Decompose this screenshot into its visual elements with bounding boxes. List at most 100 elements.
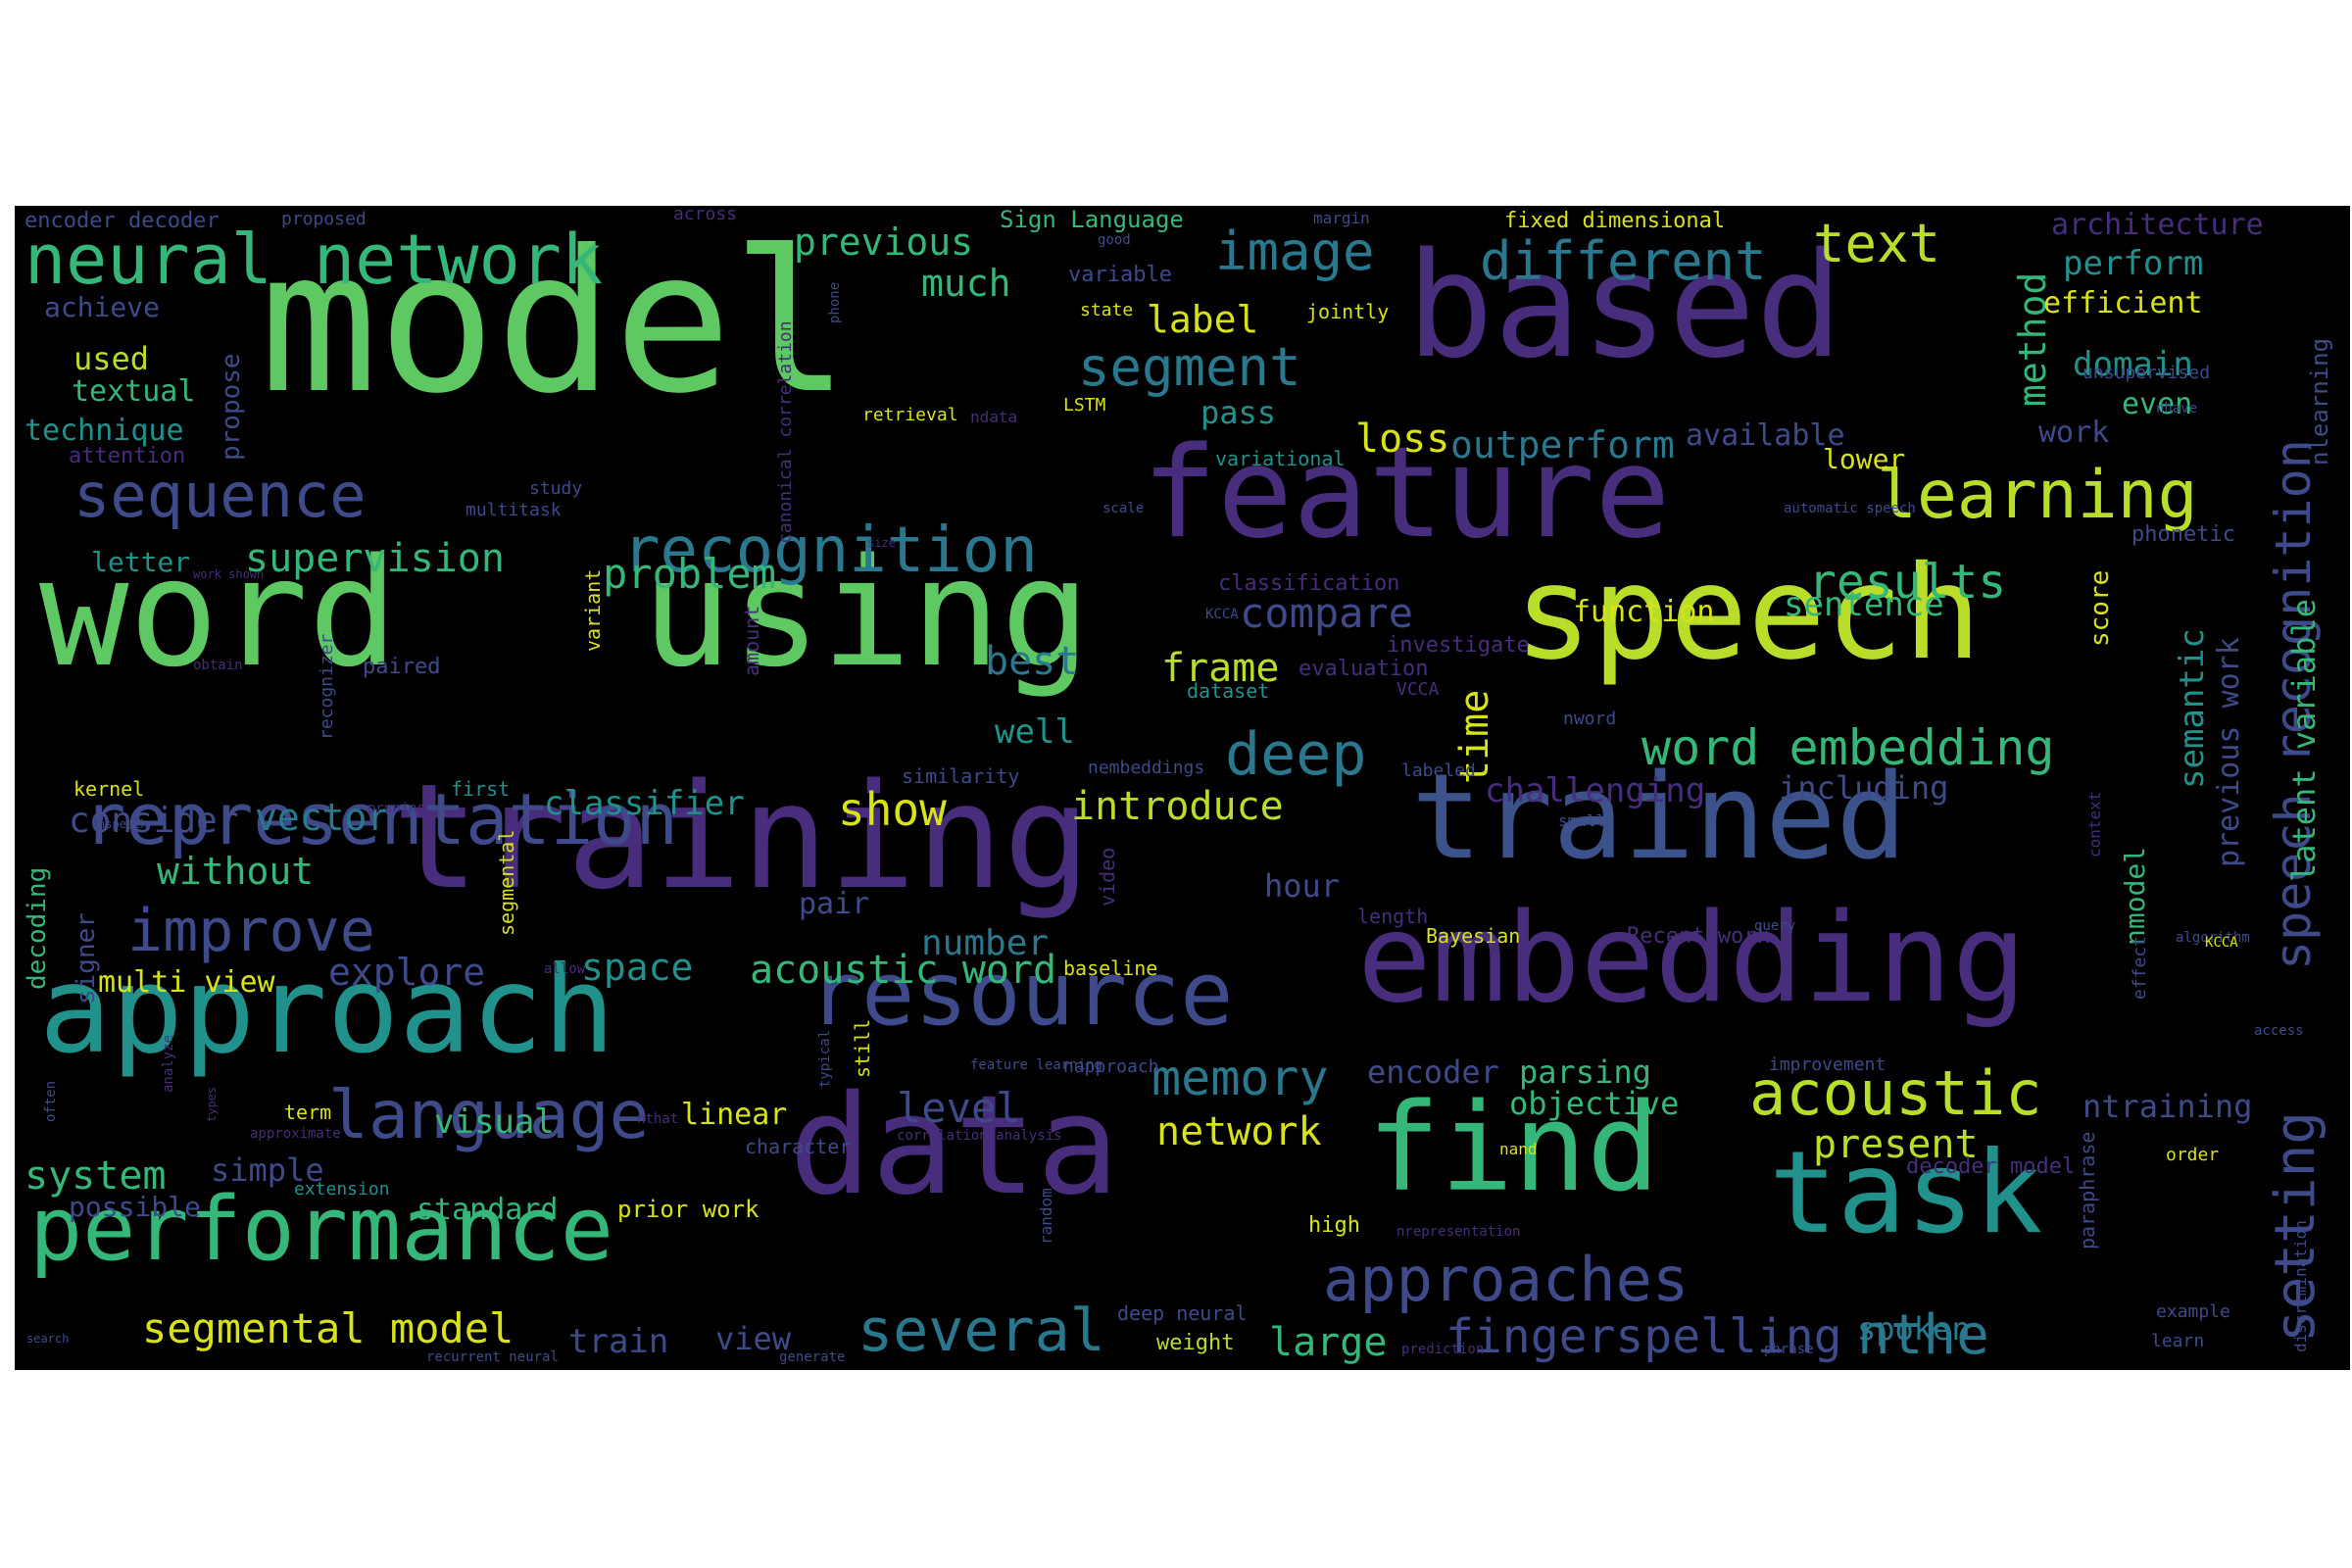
cloud-word: first <box>451 777 511 801</box>
cloud-word: architecture <box>2051 208 2264 242</box>
cloud-word: high <box>1308 1213 1360 1238</box>
cloud-word: encoder decoder <box>24 209 220 233</box>
cloud-word: context <box>2085 791 2104 858</box>
cloud-word: representation <box>83 778 678 860</box>
cloud-word: still <box>851 1018 874 1078</box>
cloud-word: find <box>1367 1078 1660 1219</box>
cloud-word: loss <box>1355 416 1450 462</box>
cloud-word: parsing <box>1519 1054 1651 1091</box>
cloud-word: present <box>1813 1122 1979 1167</box>
cloud-word: signer <box>72 912 101 1004</box>
cloud-word: query <box>1754 918 1796 934</box>
cloud-word: classification <box>1218 571 1400 596</box>
cloud-word: best <box>985 639 1080 684</box>
cloud-word: correlation analysis <box>897 1128 1062 1144</box>
cloud-word: recognizer <box>317 633 337 740</box>
cloud-word: task <box>1769 1127 2043 1259</box>
cloud-word: semantic <box>2173 628 2212 789</box>
cloud-word: problem <box>603 550 777 598</box>
cloud-word: domain <box>2073 345 2193 384</box>
cloud-word: evaluation <box>1298 657 1429 681</box>
cloud-word: embedding <box>1357 886 2027 1030</box>
cloud-word: nrepresentation <box>1396 1224 1521 1240</box>
cloud-word: random <box>1037 1188 1055 1245</box>
cloud-word: latent variable <box>2285 599 2323 882</box>
cloud-word: feature <box>1142 420 1671 566</box>
cloud-word: decoding <box>23 866 52 990</box>
cloud-word: resource <box>808 943 1234 1046</box>
cloud-word: textual <box>72 374 196 409</box>
cloud-word: work shown <box>193 567 265 581</box>
cloud-word: sequence <box>74 460 367 531</box>
cloud-word: obtain <box>193 658 243 673</box>
cloud-word: simple <box>211 1152 324 1189</box>
cloud-word: fingerspelling <box>1446 1309 1842 1364</box>
cloud-word: frame <box>1161 646 1280 691</box>
cloud-word: paraphrase <box>2076 1131 2099 1250</box>
cloud-word: speech <box>1514 538 1982 689</box>
cloud-word: KCCA <box>1205 607 1239 622</box>
cloud-word: dataset <box>1187 679 1270 703</box>
cloud-word: ndata <box>970 408 1018 426</box>
cloud-word: study <box>529 478 583 499</box>
cloud-word: neural network <box>24 220 604 300</box>
cloud-word: space <box>581 946 694 989</box>
cloud-word: types <box>205 1086 219 1122</box>
cloud-word: attention <box>69 444 186 468</box>
cloud-word: variant <box>581 568 605 652</box>
cloud-word: sentence <box>1784 585 1944 624</box>
cloud-word: large <box>1269 1320 1388 1365</box>
cloud-word: kernel <box>74 777 145 801</box>
cloud-word: language <box>328 1077 650 1154</box>
cloud-word: phrase <box>1764 1342 1814 1357</box>
cloud-word: previous work <box>2212 637 2246 867</box>
cloud-word: baseline <box>1063 956 1158 980</box>
cloud-word: canonical correlation <box>775 320 796 544</box>
cloud-word: hour <box>1264 867 1341 905</box>
cloud-word: achieve <box>44 291 161 323</box>
cloud-word: encoder <box>1367 1054 1499 1091</box>
cloud-word: allow <box>544 961 586 977</box>
cloud-word: memory <box>1152 1050 1329 1106</box>
cloud-word: level <box>897 1084 1021 1132</box>
cloud-word: several <box>858 1297 1105 1365</box>
cloud-word: efficient <box>2043 286 2203 320</box>
cloud-word: much <box>921 262 1011 305</box>
cloud-word: objective <box>1509 1085 1680 1122</box>
cloud-word: performance <box>29 1178 614 1281</box>
cloud-word: linear <box>681 1098 788 1132</box>
cloud-word: multi view <box>98 965 275 1000</box>
cloud-word: video <box>1096 847 1119 906</box>
cloud-word: state <box>1080 300 1134 320</box>
cloud-word: compare <box>1240 589 1414 637</box>
cloud-word: amount <box>740 605 763 676</box>
cloud-word: propose <box>217 353 246 461</box>
cloud-word: including <box>1779 769 1949 807</box>
cloud-word: text <box>1813 213 1941 274</box>
cloud-word: improve <box>127 897 375 965</box>
cloud-word: Sign Language <box>1000 206 1184 233</box>
cloud-word: nthat <box>637 1111 679 1127</box>
cloud-word: prediction <box>1401 1342 1485 1357</box>
cloud-word: similarity <box>902 764 1020 788</box>
cloud-word: view <box>715 1320 792 1357</box>
cloud-word: score <box>2085 569 2115 647</box>
cloud-word: variational <box>1215 447 1346 470</box>
cloud-word: data <box>789 1066 1120 1226</box>
cloud-word: segment <box>1078 336 1301 398</box>
cloud-word: nhave <box>2156 401 2198 416</box>
cloud-word: access <box>2254 1023 2304 1039</box>
cloud-word: word <box>39 526 399 700</box>
cloud-word: possible <box>69 1191 201 1223</box>
cloud-word: outperform <box>1450 423 1675 466</box>
cloud-word: phone <box>827 281 843 323</box>
cloud-word: function <box>1573 595 1715 629</box>
cloud-word: available <box>1686 418 1845 453</box>
cloud-word: consider <box>69 801 239 841</box>
cloud-word: analyze <box>161 1034 176 1093</box>
cloud-word: nlearning <box>2306 337 2333 466</box>
cloud-word: segmental <box>495 829 518 936</box>
cloud-word: recurrent neural <box>426 1349 559 1365</box>
cloud-word: challenging <box>1485 771 1706 810</box>
cloud-word: training <box>392 753 1091 921</box>
